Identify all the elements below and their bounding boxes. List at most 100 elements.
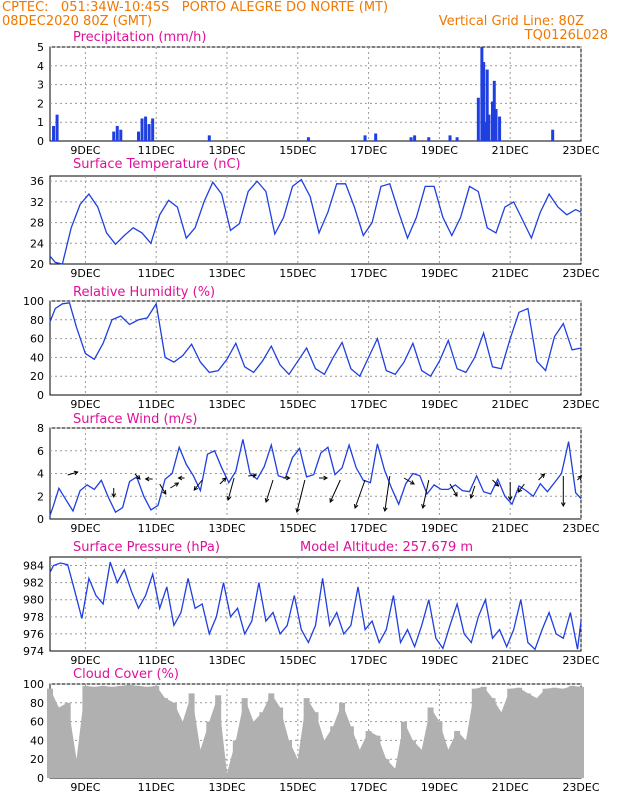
wind-arrow-head <box>453 491 458 497</box>
cloud-bar <box>179 721 186 778</box>
precip-bar <box>144 116 148 141</box>
wind-arrow-head <box>144 476 150 482</box>
precip-xtick-label: 11DEC <box>138 144 175 157</box>
rh-ytick-label: 60 <box>30 333 44 346</box>
cloud-bar <box>489 698 496 778</box>
rh-xtick-label: 13DEC <box>208 398 245 411</box>
temp-ytick-label: 24 <box>30 237 44 250</box>
precip-bar <box>427 137 431 141</box>
precip-bar <box>52 125 56 141</box>
precip-xtick-label: 13DEC <box>208 144 245 157</box>
wind-arrow-head <box>323 475 329 481</box>
rh-xtick-label: 21DEC <box>492 398 529 411</box>
cloud-bar <box>303 698 310 778</box>
cloud-bar <box>100 685 107 778</box>
pressure-ytick-label: 984 <box>23 560 44 573</box>
wind-arrow-head <box>507 496 513 502</box>
wind-arrow <box>193 479 203 491</box>
cloud-bar <box>162 698 169 778</box>
wind-xtick-label: 19DEC <box>421 522 458 535</box>
cloud-ytick-label: 20 <box>30 753 44 766</box>
cloud-bar <box>73 759 80 778</box>
cloud-ytick-label: 80 <box>30 697 44 710</box>
wind-arrow <box>354 479 366 509</box>
wind-xtick-label: 15DEC <box>279 522 316 535</box>
wind-arrow <box>67 471 78 476</box>
cloud-bar <box>551 687 558 778</box>
wind-arrow <box>538 473 545 481</box>
precip-bar <box>374 133 378 141</box>
precip-bar <box>115 125 119 141</box>
wind-title: Surface Wind (m/s) <box>73 412 197 427</box>
wind-arrow-head <box>353 503 359 509</box>
cloud-xtick-label: 21DEC <box>492 781 529 794</box>
precip-ytick-label: 2 <box>37 97 44 110</box>
cloud-bar <box>224 773 230 778</box>
cloud-bar <box>427 707 434 778</box>
cloud-bar <box>108 686 115 778</box>
pressure-frame <box>49 556 582 652</box>
cloud-bar <box>516 687 523 778</box>
pressure-ytick-label: 982 <box>23 577 44 590</box>
wind-arrow-head <box>226 495 232 502</box>
pressure-annotation: Model Altitude: 257.679 m <box>300 540 473 555</box>
cloud-bar <box>383 759 390 778</box>
cloud-bar <box>285 740 292 778</box>
wind-arrow-head <box>73 470 79 476</box>
wind-arrow <box>422 479 430 509</box>
cloud-bar <box>64 702 71 778</box>
cloud-bar <box>401 721 407 778</box>
cloud-bar <box>188 693 195 778</box>
precip-bar <box>363 135 367 141</box>
wind-arrow <box>403 477 415 485</box>
wind-arrow-head <box>295 508 300 514</box>
header-right-line2: Vertical Grid Line: 80Z <box>438 14 584 29</box>
pressure-xtick-label: 15DEC <box>279 654 316 667</box>
cloud-bar <box>206 721 213 778</box>
precip-bar <box>551 129 555 141</box>
rh-xtick-label: 17DEC <box>350 398 387 411</box>
wind-arrow <box>227 477 235 501</box>
rh-ytick-label: 40 <box>30 351 44 364</box>
precip-bar <box>137 131 140 141</box>
wind-arrow <box>329 479 341 503</box>
cloud-bar <box>436 721 443 778</box>
pressure-ytick-label: 978 <box>23 611 44 624</box>
precip-bar <box>55 114 59 141</box>
wind-ytick-label: 2 <box>37 490 44 503</box>
precip-bar <box>306 137 310 141</box>
cloud-bar <box>321 740 328 778</box>
wind-arrow <box>492 479 499 487</box>
pressure-line <box>49 561 582 651</box>
temp-xtick-label: 11DEC <box>138 267 175 280</box>
cloud-bar <box>560 688 567 778</box>
rh-line <box>49 302 582 378</box>
wind-arrow <box>159 483 167 495</box>
wind-arrow-head <box>469 493 475 499</box>
precip-ytick-label: 3 <box>37 79 44 92</box>
wind-arrow-head <box>162 489 167 495</box>
pressure-xtick-label: 17DEC <box>350 654 387 667</box>
rh-xtick-label: 9DEC <box>70 398 100 411</box>
cloud-bar <box>135 685 142 778</box>
precip-bar <box>409 137 413 141</box>
temp-xtick-label: 21DEC <box>492 267 529 280</box>
temp-ytick-label: 36 <box>30 175 44 188</box>
wind-arrow-head <box>285 475 291 481</box>
cloud-xtick-label: 13DEC <box>208 781 245 794</box>
cloud-bar <box>418 749 425 778</box>
cloud-bar <box>117 685 124 778</box>
pressure-ytick-label: 976 <box>23 628 44 641</box>
precip-bar <box>485 69 489 141</box>
cloud-bar <box>268 693 275 778</box>
cloud-bar <box>454 731 461 778</box>
cloud-bar <box>507 688 514 778</box>
cloud-bar <box>153 685 160 778</box>
cloud-xtick-label: 11DEC <box>138 781 175 794</box>
cloud-bar <box>170 702 177 778</box>
pressure-xtick-label: 23DEC <box>562 654 599 667</box>
cloud-bar <box>241 698 248 778</box>
cloud-ytick-label: 100 <box>23 678 44 691</box>
precip-xtick-label: 19DEC <box>421 144 458 157</box>
